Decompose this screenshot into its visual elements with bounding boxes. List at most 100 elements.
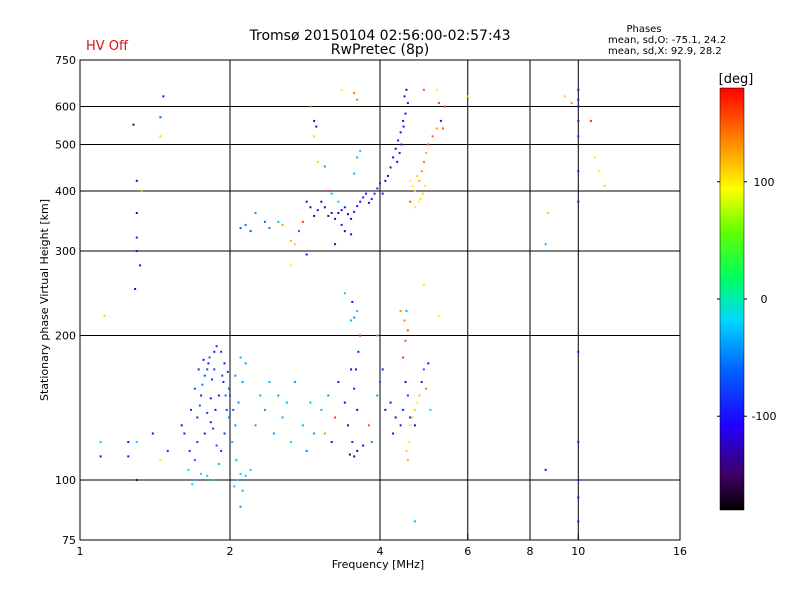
y-tick-label: 600 <box>55 101 76 114</box>
echo-point <box>232 408 235 411</box>
echo-point <box>206 474 209 477</box>
echo-point <box>416 401 419 404</box>
echo-point <box>99 455 102 458</box>
echo-point <box>217 462 220 465</box>
y-tick-label: 75 <box>62 534 76 547</box>
echo-point <box>227 416 230 419</box>
echo-point <box>409 416 412 419</box>
hv-status-label: HV Off <box>86 39 129 54</box>
echo-point <box>362 444 365 447</box>
echo-point <box>577 105 580 108</box>
echo-point <box>200 472 203 475</box>
echo-point <box>244 362 247 365</box>
echo-point <box>406 394 409 397</box>
echo-point <box>547 212 550 215</box>
echo-point <box>330 192 333 195</box>
x-axis-ticks: 1 2 4 6 8 10 16 <box>77 534 687 558</box>
y-axis-label: Stationary phase Virtual Height [km] <box>38 199 51 401</box>
echo-point <box>409 424 412 427</box>
echo-point <box>234 424 237 427</box>
echo-point <box>327 394 330 397</box>
echo-point <box>389 166 392 169</box>
echo-point <box>577 496 580 499</box>
echo-point <box>127 441 130 444</box>
echo-point <box>379 182 381 185</box>
echo-point <box>413 206 416 209</box>
echo-point <box>437 102 440 105</box>
echo-point <box>343 401 346 404</box>
phases-mean-x: mean, sd,X: 92.9, 28.2 <box>608 46 722 57</box>
echo-point <box>589 119 592 122</box>
echo-point <box>183 432 186 435</box>
echo-point <box>577 170 580 173</box>
echo-point <box>356 449 359 452</box>
echo-point <box>316 209 319 212</box>
echo-point <box>603 184 606 187</box>
colorbar-tick-label: 0 <box>761 293 768 306</box>
echo-point <box>356 205 359 208</box>
echo-point <box>213 350 216 353</box>
echo-point <box>212 427 215 430</box>
echo-point <box>420 381 423 384</box>
echo-point <box>206 368 209 371</box>
echo-point <box>409 200 412 203</box>
echo-point <box>340 209 343 212</box>
echo-point <box>313 135 316 138</box>
echo-point <box>337 381 340 384</box>
echo-point <box>337 212 340 215</box>
echo-point <box>254 212 257 215</box>
echo-point <box>577 98 580 101</box>
echo-point <box>189 408 192 411</box>
echo-point <box>577 479 580 482</box>
echo-point <box>159 135 162 138</box>
echo-point <box>103 314 106 317</box>
echo-point <box>343 292 346 295</box>
x-tick-label: 2 <box>227 545 234 558</box>
echo-point <box>346 213 349 216</box>
echo-point <box>400 143 403 146</box>
y-tick-label: 100 <box>55 474 76 487</box>
echo-point <box>405 309 408 312</box>
echo-point <box>239 472 242 475</box>
echo-point <box>466 95 469 98</box>
echo-point <box>140 190 143 193</box>
echo-point <box>241 381 244 384</box>
echo-point <box>373 192 376 195</box>
echo-point <box>429 408 432 411</box>
echo-point <box>353 455 356 458</box>
x-tick-label: 8 <box>527 545 534 558</box>
echo-point <box>217 394 220 397</box>
echo-point <box>577 441 580 444</box>
echo-point <box>437 314 440 317</box>
echo-point <box>376 394 379 397</box>
echo-point <box>435 127 438 130</box>
echo-point <box>209 397 212 400</box>
echo-point <box>221 374 224 377</box>
x-tick-label: 1 <box>77 545 84 558</box>
echo-point <box>135 236 138 239</box>
echo-point <box>203 374 206 377</box>
echo-point <box>350 233 353 236</box>
echo-point <box>239 356 242 359</box>
echo-point <box>263 220 266 223</box>
echo-point <box>399 424 402 427</box>
echo-point <box>272 432 275 435</box>
echo-point <box>316 160 319 163</box>
echo-point <box>229 394 231 397</box>
echo-point <box>297 230 300 233</box>
echo-point <box>417 200 420 203</box>
echo-point <box>224 394 227 397</box>
chart-title-line1: Tromsø 20150104 02:56:00-02:57:43 <box>249 28 511 44</box>
echo-point <box>330 212 333 215</box>
x-tick-label: 4 <box>377 545 384 558</box>
echo-point <box>281 223 284 226</box>
echo-point <box>435 88 438 91</box>
echo-point <box>396 160 399 163</box>
echo-point <box>577 350 580 353</box>
echo-point <box>577 135 580 138</box>
echo-point <box>416 174 419 177</box>
echo-point <box>187 468 190 471</box>
echo-point <box>420 170 423 173</box>
echo-point <box>346 424 349 427</box>
echo-point <box>427 362 430 365</box>
